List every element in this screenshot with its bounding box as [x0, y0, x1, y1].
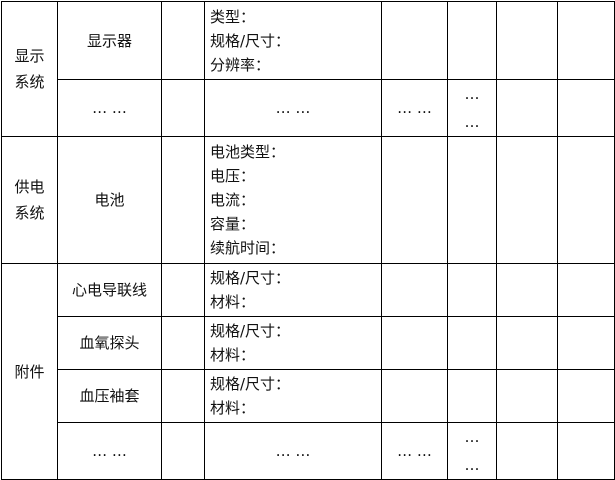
empty-cell [161, 136, 205, 264]
empty-cell [447, 316, 497, 370]
component-cell: 血压袖套 [57, 369, 162, 423]
empty-cell [447, 1, 497, 80]
empty-cell [496, 136, 558, 264]
ellipsis-cell: … … [381, 79, 448, 137]
spec-cell: 规格/尺寸： 材料： [204, 263, 382, 317]
empty-cell [557, 263, 615, 317]
empty-cell [557, 316, 615, 370]
spec-line: 材料： [210, 293, 256, 311]
ellipsis: … [464, 428, 480, 446]
table-row: 血氧探头 规格/尺寸： 材料： [2, 316, 615, 370]
empty-cell [381, 1, 448, 80]
empty-cell [496, 79, 558, 137]
empty-cell [161, 369, 205, 423]
spec-cell: 规格/尺寸： 材料： [204, 316, 382, 370]
table-row: 附件 心电导联线 规格/尺寸： 材料： [1, 263, 615, 480]
ellipsis-cell: … … [381, 422, 448, 480]
spec-cell: 规格/尺寸： 材料： [204, 369, 382, 423]
empty-cell [381, 263, 448, 317]
empty-cell [496, 1, 558, 80]
table-row: … … … … … … …… [2, 79, 615, 137]
ellipsis: … [464, 85, 480, 103]
ellipsis-cell: … … [57, 79, 162, 137]
spec-line: 规格/尺寸： [210, 31, 291, 50]
empty-cell [557, 79, 615, 137]
spec-line: 分辨率： [210, 55, 271, 74]
empty-cell [557, 369, 615, 423]
spec-line: 电池类型： [210, 143, 286, 161]
spec-line: 材料： [210, 399, 256, 417]
table-row: … … … … … … …… [2, 422, 615, 480]
ellipsis-cell: …… [447, 422, 497, 480]
spec-cell: 类型： 规格/尺寸： 分辨率： [204, 1, 382, 80]
component-cell: 电池 [57, 136, 162, 264]
empty-cell [161, 263, 205, 317]
ellipsis: … [464, 113, 480, 131]
empty-cell [161, 79, 205, 137]
empty-cell [496, 263, 558, 317]
category-label: 显示系统 [14, 47, 45, 91]
component-cell: 心电导联线 [57, 263, 162, 317]
component-cell: 显示器 [57, 1, 162, 80]
empty-cell [557, 1, 615, 80]
empty-cell [496, 422, 558, 480]
empty-cell [381, 136, 448, 264]
spec-line: 规格/尺寸： [210, 322, 291, 340]
category-label: 供电系统 [14, 178, 45, 222]
empty-cell [381, 369, 448, 423]
ellipsis-cell: …… [447, 79, 497, 137]
spec-line: 类型： [210, 7, 256, 26]
spec-line: 材料： [210, 346, 256, 364]
empty-cell [161, 316, 205, 370]
table-row: 供电系统 电池 电池类型： 电压： 电流： 容量： 续航时间： [1, 136, 615, 264]
ellipsis-cell: … … [204, 422, 382, 480]
empty-cell [447, 136, 497, 264]
component-cell: 血氧探头 [57, 316, 162, 370]
empty-cell [496, 369, 558, 423]
empty-cell [447, 369, 497, 423]
spec-line: 容量： [210, 215, 256, 233]
table-row: 显示系统 显示器 类型： 规格/尺寸： 分辨率： [1, 1, 615, 137]
spec-line: 规格/尺寸： [210, 375, 291, 393]
ellipsis-cell: … … [57, 422, 162, 480]
category-cell: 显示系统 [1, 1, 58, 137]
category-cell: 附件 [1, 263, 58, 480]
empty-cell [496, 316, 558, 370]
table-row: 血压袖套 规格/尺寸： 材料： [2, 369, 615, 423]
spec-line: 续航时间： [210, 239, 286, 257]
empty-cell [161, 1, 205, 80]
empty-cell [161, 422, 205, 480]
ellipsis-cell: … … [204, 79, 382, 137]
spec-line: 电流： [210, 191, 256, 209]
empty-cell [557, 422, 615, 480]
spec-line: 规格/尺寸： [210, 269, 291, 287]
empty-cell [447, 263, 497, 317]
spec-line: 电压： [210, 167, 256, 185]
empty-cell [557, 136, 615, 264]
spec-cell: 电池类型： 电压： 电流： 容量： 续航时间： [204, 136, 382, 264]
category-cell: 供电系统 [1, 136, 58, 264]
ellipsis: … [464, 456, 480, 474]
empty-cell [381, 316, 448, 370]
